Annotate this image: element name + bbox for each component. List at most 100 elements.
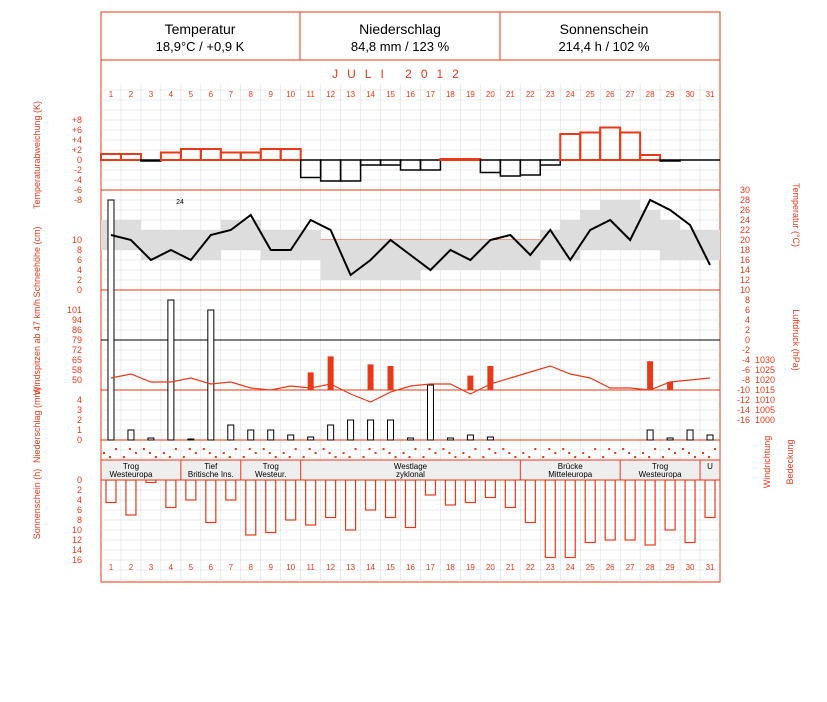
deviation-bar	[239, 151, 262, 161]
sunshine-bar	[684, 479, 696, 544]
tick-label: 18	[740, 245, 750, 255]
tick-label: 8	[745, 295, 750, 305]
tick-label: 2	[77, 275, 82, 285]
tick-label: -8	[74, 195, 82, 205]
tick-label: 1025	[755, 365, 775, 375]
day-label: 7	[229, 90, 234, 99]
precip-bar	[207, 309, 215, 441]
day-label: 5	[189, 563, 194, 572]
deviation-bar	[439, 158, 462, 161]
day-label: 24	[566, 90, 575, 99]
day-label: 23	[546, 563, 555, 572]
tick-label: 1005	[755, 405, 775, 415]
wind-dot	[542, 456, 545, 458]
tick-label: 14	[740, 265, 750, 275]
pressure-series	[110, 365, 711, 403]
day-label: 18	[446, 563, 455, 572]
precip-bar	[107, 199, 115, 441]
day-label: 12	[326, 90, 335, 99]
sunshine-bar	[444, 479, 457, 506]
tick-label: -6	[742, 365, 750, 375]
precip-bar	[387, 419, 395, 441]
wind-dot	[154, 456, 157, 458]
tick-label: 6	[77, 255, 82, 265]
wind-dot	[408, 456, 411, 458]
wind-dot	[422, 456, 425, 458]
day-label: 11	[307, 563, 316, 572]
tick-label: 50	[72, 375, 82, 385]
day-label: 6	[209, 563, 214, 572]
sunshine-bar	[305, 479, 317, 526]
precip-bar	[147, 437, 155, 441]
wind-dot	[368, 448, 371, 450]
wind-dot	[248, 448, 251, 450]
precip-bar	[127, 429, 135, 441]
ylabel-sun: Sonnenschein (h)	[32, 469, 42, 540]
temp-value: 18,9°C / +0,9 K	[156, 39, 245, 54]
wind-dot	[222, 452, 225, 454]
wind-dot	[434, 452, 437, 454]
day-label: 8	[249, 563, 254, 572]
wind-dot	[668, 448, 671, 450]
day-label: 18	[446, 90, 455, 99]
day-label: 17	[426, 90, 435, 99]
wind-dot	[228, 456, 231, 458]
wind-dot	[622, 448, 625, 450]
tick-label: 4	[77, 265, 82, 275]
label-wind-dir: Windrichtung	[762, 436, 772, 489]
tick-label: 65	[72, 355, 82, 365]
sunshine-bar	[364, 479, 377, 511]
sunshine-bar	[424, 479, 437, 496]
tick-label: 3	[77, 405, 82, 415]
deviation-bar	[519, 159, 542, 176]
deviation-bar	[459, 158, 482, 161]
wind-dot	[208, 452, 211, 454]
tick-label: -6	[74, 185, 82, 195]
tick-label: 1	[77, 425, 82, 435]
wind-dot	[702, 452, 705, 454]
wind-dot	[122, 456, 125, 458]
wind-gust-bar	[367, 364, 374, 390]
rain-value: 84,8 mm / 123 %	[351, 39, 450, 54]
wind-dot	[174, 448, 177, 450]
wind-dot	[134, 452, 137, 454]
deviation-bar	[179, 148, 202, 161]
day-label: 24	[566, 563, 575, 572]
wind-dot	[388, 452, 391, 454]
grid	[101, 84, 720, 582]
day-label: 20	[486, 563, 495, 572]
wind-dot	[348, 456, 351, 458]
day-label: 30	[686, 90, 695, 99]
day-label: 11	[307, 90, 316, 99]
wind-dot	[662, 456, 665, 458]
wind-dot	[474, 448, 477, 450]
wind-dot	[302, 456, 305, 458]
tick-label: -2	[74, 165, 82, 175]
wind-dot	[694, 456, 697, 458]
tick-label: 26	[740, 205, 750, 215]
precip-bar	[267, 429, 275, 441]
wind-dot	[648, 456, 651, 458]
deviation-bar	[579, 131, 602, 161]
tick-label: -4	[742, 355, 750, 365]
normal-band	[101, 200, 720, 280]
deviation-bar	[100, 153, 122, 161]
wind-dot	[168, 456, 171, 458]
wind-dot	[602, 456, 605, 458]
tick-label: 28	[740, 195, 750, 205]
deviation-bar	[159, 151, 182, 161]
tick-label: 94	[72, 315, 82, 325]
tick-label: -4	[74, 175, 82, 185]
tick-label: 0	[77, 435, 82, 445]
wind-dot	[128, 448, 131, 450]
day-label: 30	[686, 563, 695, 572]
wind-dot	[342, 452, 345, 454]
tick-label: 12	[740, 275, 750, 285]
sunshine-bar	[504, 479, 516, 509]
day-label: 3	[149, 563, 154, 572]
wind-dot	[354, 448, 357, 450]
wind-dot	[568, 452, 571, 454]
precip-bar	[227, 424, 235, 441]
ylabel-precip: Niederschlag (mm)	[32, 387, 42, 463]
wind-dot	[614, 452, 617, 454]
